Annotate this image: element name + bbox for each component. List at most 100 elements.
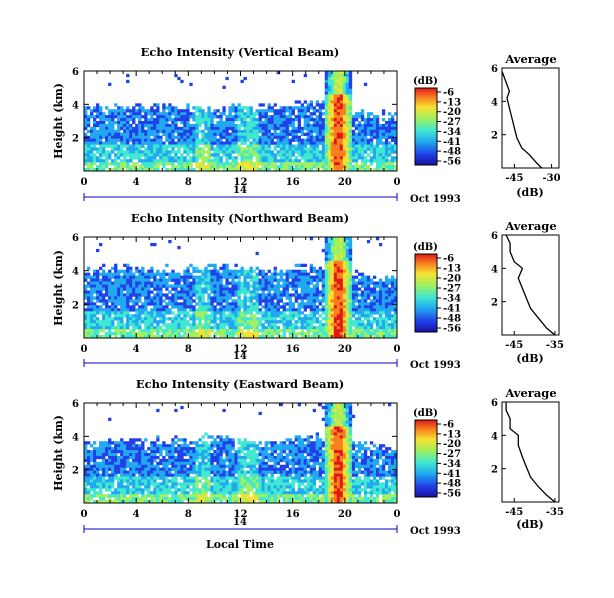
average-profile: 642-45 -30: [491, 64, 561, 184]
heatmap-cell: [273, 144, 277, 148]
heatmap-cell: [336, 121, 341, 125]
heatmap-cell: [204, 281, 208, 285]
heatmap-cell: [267, 311, 271, 315]
heatmap-cell: [384, 302, 389, 306]
heatmap-cell: [204, 305, 208, 309]
heatmap-cell: [99, 126, 103, 131]
heatmap-cell: [306, 287, 311, 291]
heatmap-cell: [189, 305, 193, 309]
heatmap-cell: [375, 141, 380, 145]
heatmap-cell: [126, 138, 130, 142]
heatmap-cell: [333, 94, 338, 98]
heatmap-cell: [321, 284, 326, 288]
heatmap-cell: [333, 314, 338, 318]
heatmap-cell: [120, 467, 124, 471]
heatmap-cell: [267, 329, 271, 333]
heatmap-cell: [300, 317, 304, 321]
heatmap-cell: [90, 444, 94, 448]
heatmap-cell: [255, 317, 259, 321]
heatmap-cell: [267, 284, 271, 288]
heatmap-cell: [165, 284, 169, 288]
heatmap-cell: [222, 162, 226, 166]
heatmap-cell: [183, 165, 187, 169]
heatmap-cell: [177, 112, 181, 116]
heatmap-cell: [111, 126, 115, 131]
heatmap-cell: [258, 308, 262, 312]
heatmap-cell: [378, 302, 383, 306]
heatmap-cell: [297, 144, 301, 148]
heatmap-cell: [300, 284, 304, 288]
heatmap-cell: [153, 278, 157, 282]
heatmap-cell: [126, 118, 130, 122]
heatmap-cell: [225, 329, 229, 333]
heatmap-cell: [153, 121, 157, 125]
heatmap-cell: [261, 138, 265, 142]
heatmap-cell: [165, 311, 169, 315]
heatmap-cell: [213, 153, 217, 157]
heatmap-cell: [246, 311, 250, 315]
heatmap-cell: [159, 278, 163, 282]
heatmap-title: Echo Intensity (Eastward Beam): [136, 377, 344, 391]
heatmap-cell: [324, 242, 329, 247]
heatmap-cell: [141, 272, 145, 276]
heatmap-cell: [120, 275, 124, 279]
heatmap-cell: [234, 109, 238, 113]
heatmap-cell: [129, 450, 133, 454]
heatmap-cell: [252, 269, 256, 273]
heatmap-cell: [318, 266, 323, 270]
heatmap-cell: [144, 159, 148, 163]
heatmap-cell: [147, 467, 151, 471]
heatmap-cell: [213, 159, 217, 163]
heatmap-cell: [384, 332, 389, 336]
heatmap-cell: [291, 132, 295, 136]
heatmap-cell: [198, 168, 202, 172]
heatmap-cell: [393, 305, 398, 309]
heatmap-cell: [354, 147, 359, 151]
heatmap-cell: [246, 299, 250, 303]
heatmap-cell: [192, 326, 196, 330]
heatmap-cell: [258, 112, 262, 116]
heatmap-cell: [237, 272, 241, 276]
heatmap-cell: [129, 159, 133, 163]
heatmap-cell: [108, 329, 112, 333]
heatmap-cell: [354, 168, 359, 172]
heatmap-cell: [270, 121, 274, 125]
heatmap-cell: [120, 473, 124, 477]
heatmap-cell: [102, 464, 106, 468]
heatmap-cell: [204, 332, 208, 336]
heatmap-cell: [126, 293, 130, 297]
heatmap-cell: [339, 118, 344, 122]
heatmap-cell: [336, 94, 341, 98]
heatmap-cell: [327, 153, 332, 157]
heatmap-cell: [210, 302, 214, 306]
heatmap-cell: [315, 281, 320, 285]
heatmap-cell: [171, 147, 175, 151]
heatmap-cell: [270, 275, 274, 279]
heatmap-cell: [273, 129, 277, 134]
heatmap-cell: [324, 284, 329, 288]
heatmap-cell: [213, 320, 217, 324]
heatmap-cell: [345, 165, 350, 169]
heatmap-cell: [279, 147, 283, 151]
heatmap-cell: [318, 118, 323, 122]
heatmap-cell: [213, 296, 217, 300]
heatmap-cell: [189, 150, 193, 154]
heatmap-cell: [378, 138, 383, 142]
heatmap-cell: [393, 156, 398, 160]
heatmap-cell: [87, 266, 91, 270]
heatmap-cell: [162, 278, 166, 282]
heatmap-cell: [90, 335, 94, 339]
heatmap-cell: [252, 153, 256, 157]
heatmap-cell: [120, 290, 124, 294]
heatmap-cell: [138, 467, 142, 471]
heatmap-cell: [327, 85, 332, 89]
heatmap-cell: [237, 314, 241, 318]
heatmap-cell: [96, 129, 100, 134]
colorbar-ticks: -6-13-20-27-34-41-48-56: [437, 254, 461, 335]
heatmap-cell: [237, 144, 241, 148]
heatmap-cell: [357, 126, 362, 131]
heatmap-cell: [390, 299, 395, 303]
heatmap-cell: [342, 245, 347, 250]
heatmap-cell: [195, 118, 199, 122]
heatmap-cell: [339, 314, 344, 318]
